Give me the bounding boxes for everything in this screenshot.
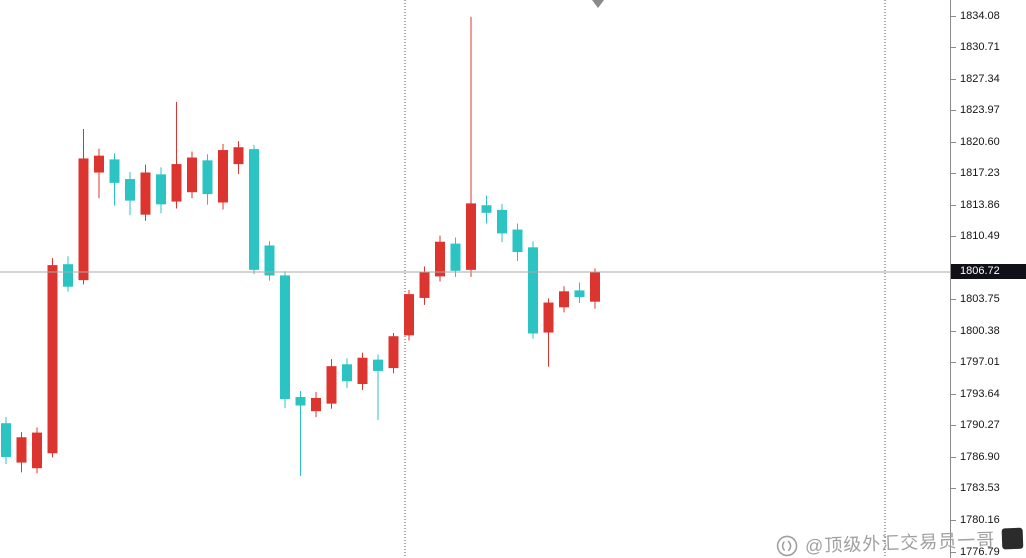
candle-body (497, 209, 507, 234)
price-axis-label: 1776.79 (951, 546, 1000, 558)
candle-body (481, 205, 492, 213)
broadcast-icon (776, 535, 798, 557)
axis-tick (951, 236, 956, 238)
candle-body (342, 364, 352, 382)
axis-tick (951, 488, 956, 490)
candle-body (171, 164, 182, 202)
candle-body (202, 160, 213, 195)
candle-body (528, 247, 538, 334)
candle-body (311, 397, 321, 412)
candle-body (435, 241, 445, 277)
candle-body (249, 149, 259, 270)
candle-body (419, 271, 430, 298)
candle-body (125, 179, 135, 201)
axis-tick (951, 330, 956, 332)
candle-body (326, 366, 337, 404)
price-axis-label: 1817.23 (951, 167, 1000, 180)
price-axis-label: 1800.38 (951, 325, 1000, 338)
price-axis-label: 1820.60 (951, 136, 1000, 149)
candle-body (16, 437, 27, 463)
price-axis-label: 1827.34 (951, 73, 1000, 86)
candle-body (218, 150, 228, 203)
watermark-seal (1001, 527, 1024, 549)
candle-body (295, 397, 306, 406)
candle-body (388, 336, 399, 369)
axis-tick (951, 519, 956, 521)
price-axis[interactable]: 1806.72 1834.08 1830.71 1827.34 1823.97 1820… (950, 0, 1026, 558)
price-axis-label: 1780.16 (951, 514, 1000, 527)
candle-body (357, 357, 368, 385)
price-axis-label: 1786.90 (951, 451, 1000, 464)
candle-body (156, 174, 166, 205)
axis-tick (951, 141, 956, 143)
candle-body (94, 155, 104, 173)
candle-body (280, 275, 290, 399)
axis-tick (951, 47, 956, 49)
axis-tick (951, 362, 956, 364)
candle-body (466, 203, 476, 270)
candle-body (264, 245, 275, 276)
axis-tick (951, 204, 956, 206)
candle-body (404, 294, 414, 336)
axis-tick (951, 15, 956, 17)
candle-body (187, 157, 197, 193)
price-axis-label: 1830.71 (951, 41, 1000, 54)
candle-body (109, 159, 120, 183)
candle-body (32, 432, 42, 469)
candle-body (78, 158, 89, 281)
price-axis-label: 1790.27 (951, 419, 1000, 432)
candle-body (512, 229, 523, 253)
candle-body (574, 290, 585, 297)
price-axis-label: 1810.49 (951, 230, 1000, 243)
candle-body (373, 359, 383, 371)
axis-tick (951, 393, 956, 395)
axis-tick (951, 425, 956, 427)
axis-tick (951, 78, 956, 80)
candle-body (590, 271, 600, 302)
axis-tick (951, 551, 956, 553)
price-axis-label: 1823.97 (951, 104, 1000, 117)
current-price-tag: 1806.72 (951, 264, 1026, 280)
price-axis-label: 1834.08 (951, 10, 1000, 23)
candle-body (140, 172, 151, 215)
candle-body (233, 147, 244, 165)
candle-body (47, 265, 58, 454)
candle-body (450, 243, 461, 271)
candle-body (1, 423, 11, 457)
price-axis-label: 1793.64 (951, 388, 1000, 401)
watermark: @顶级外汇交易员一哥 (775, 525, 1024, 558)
price-axis-label: 1813.86 (951, 199, 1000, 212)
price-axis-label: 1803.75 (951, 293, 1000, 306)
chart-shift-marker-icon[interactable] (592, 0, 604, 8)
chart-plot-area[interactable] (0, 0, 950, 558)
price-axis-label: 1797.01 (951, 356, 1000, 369)
axis-tick (951, 299, 956, 301)
candle-body (559, 291, 569, 308)
candle-body (63, 264, 73, 287)
axis-tick (951, 173, 956, 175)
price-axis-label: 1783.53 (951, 482, 1000, 495)
candlestick-chart (0, 0, 950, 558)
candle-body (543, 302, 554, 333)
axis-tick (951, 456, 956, 458)
axis-tick (951, 110, 956, 112)
